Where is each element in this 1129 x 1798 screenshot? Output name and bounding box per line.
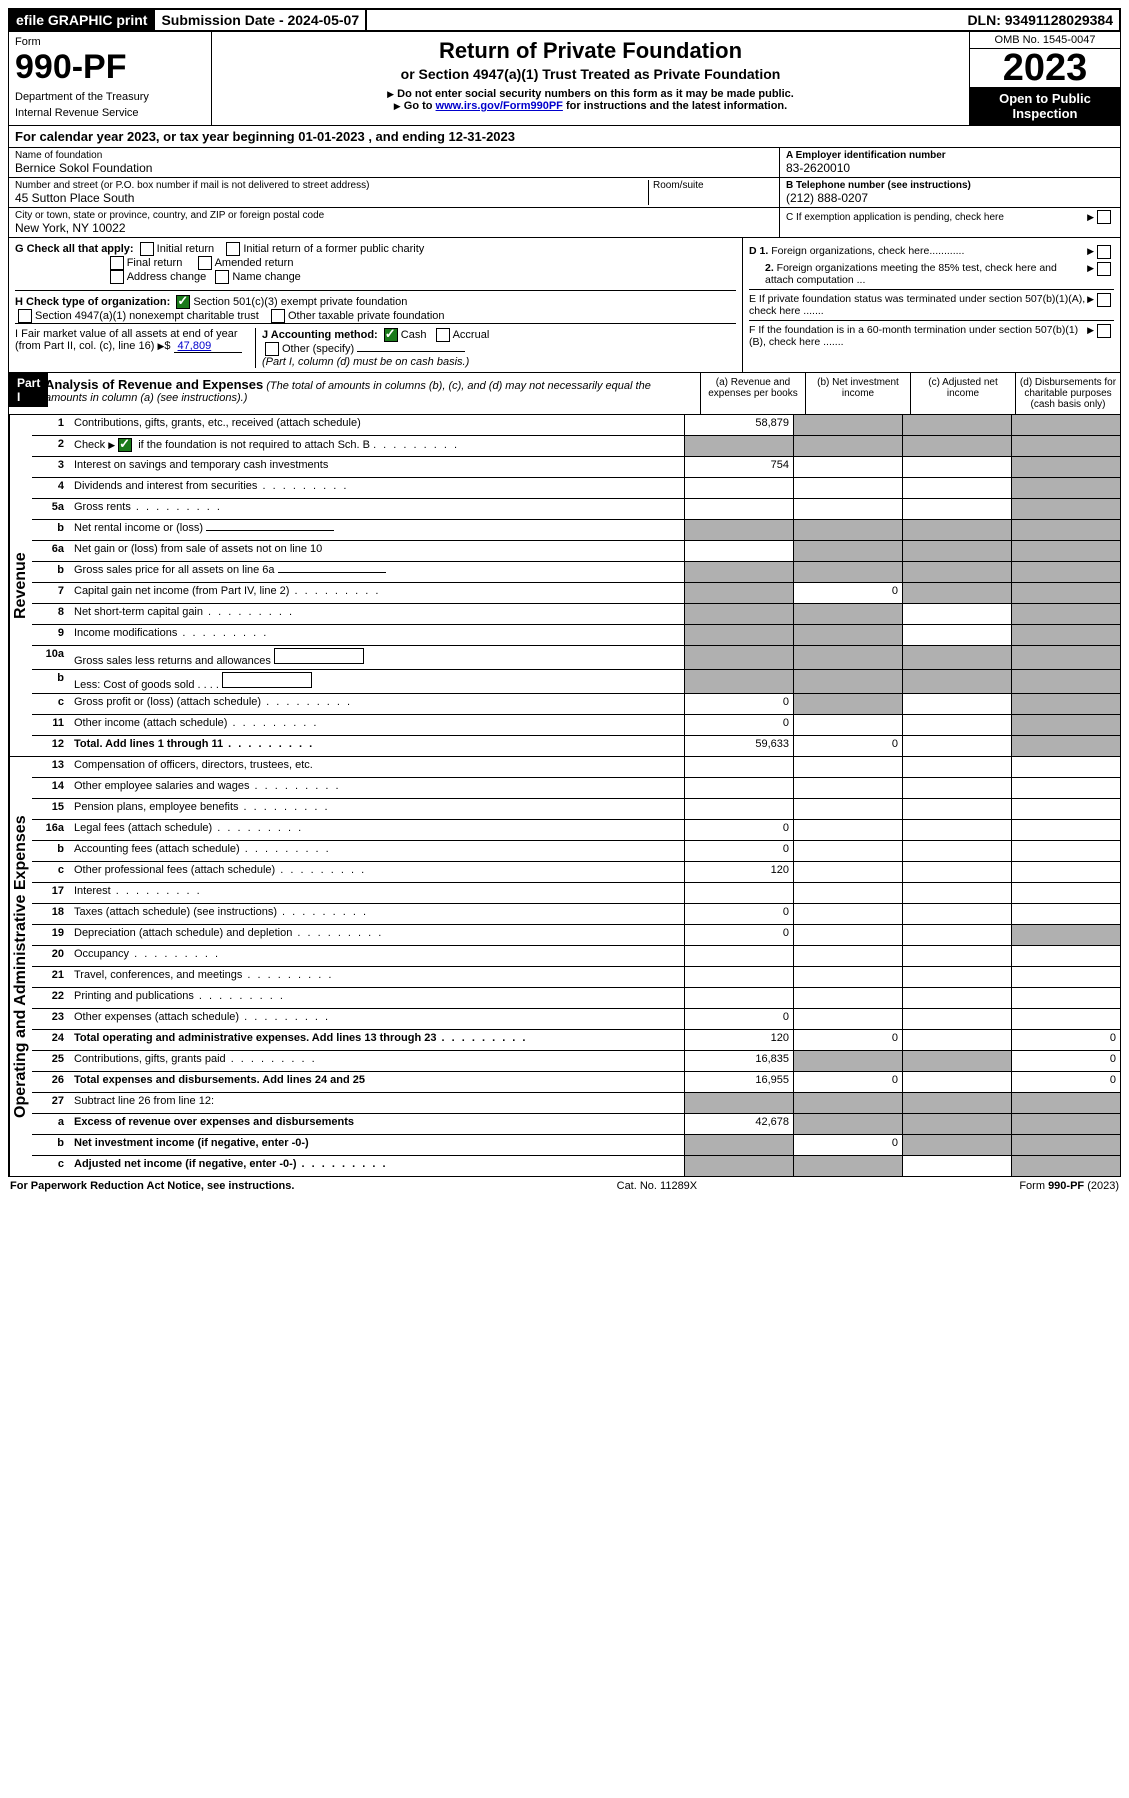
calendar-year: For calendar year 2023, or tax year begi… <box>8 126 1121 148</box>
line3-a: 754 <box>684 457 793 477</box>
form-label: Form <box>15 36 205 48</box>
foundation-name: Bernice Sokol Foundation <box>15 161 773 175</box>
col-b-header: (b) Net investment income <box>805 373 910 414</box>
efile-label: efile GRAPHIC print <box>10 10 155 30</box>
line26-a: 16,955 <box>684 1072 793 1092</box>
footer-right: Form 990-PF (2023) <box>1019 1180 1119 1192</box>
checkbox-f[interactable] <box>1097 324 1111 338</box>
line12-a: 59,633 <box>684 736 793 756</box>
expenses-section: Operating and Administrative Expenses 13… <box>8 757 1121 1177</box>
telephone: (212) 888-0207 <box>786 191 1114 205</box>
checkbox-d1[interactable] <box>1097 245 1111 259</box>
checkbox-4947[interactable] <box>18 309 32 323</box>
dln: DLN: 93491128029384 <box>961 10 1119 30</box>
form-subtitle: or Section 4947(a)(1) Trust Treated as P… <box>218 66 963 82</box>
line25-a: 16,835 <box>684 1051 793 1071</box>
irs-link[interactable]: www.irs.gov/Form990PF <box>436 100 563 112</box>
checkbox-e[interactable] <box>1097 293 1111 307</box>
checkbox-amended[interactable] <box>198 256 212 270</box>
note1: Do not enter social security numbers on … <box>397 88 794 100</box>
checkbox-name-change[interactable] <box>215 270 229 284</box>
open-public: Open to Public Inspection <box>970 87 1120 125</box>
city-state-zip: New York, NY 10022 <box>15 221 773 235</box>
tax-year: 2023 <box>970 49 1120 87</box>
line1-a: 58,879 <box>684 415 793 435</box>
revenue-label: Revenue <box>9 415 32 756</box>
footer-left: For Paperwork Reduction Act Notice, see … <box>10 1180 294 1192</box>
part1-header: Part I Analysis of Revenue and Expenses … <box>8 373 1121 415</box>
form-number: 990-PF <box>15 48 205 87</box>
entity-info: Name of foundation Bernice Sokol Foundat… <box>8 148 1121 238</box>
fmv-value[interactable]: 47,809 <box>174 340 242 353</box>
col-c-header: (c) Adjusted net income <box>910 373 1015 414</box>
line27a-a: 42,678 <box>684 1114 793 1134</box>
expenses-label: Operating and Administrative Expenses <box>9 757 32 1176</box>
checkbox-c[interactable] <box>1097 210 1111 224</box>
checkbox-other-taxable[interactable] <box>271 309 285 323</box>
checkbox-addr-change[interactable] <box>110 270 124 284</box>
line7-b: 0 <box>793 583 902 603</box>
form-header: Form 990-PF Department of the Treasury I… <box>8 32 1121 126</box>
cat-no: Cat. No. 11289X <box>294 1180 1019 1192</box>
form-title: Return of Private Foundation <box>218 38 963 64</box>
checkbox-final[interactable] <box>110 256 124 270</box>
page-footer: For Paperwork Reduction Act Notice, see … <box>8 1177 1121 1195</box>
col-a-header: (a) Revenue and expenses per books <box>700 373 805 414</box>
ein: 83-2620010 <box>786 161 1114 175</box>
checkbox-d2[interactable] <box>1097 262 1111 276</box>
street-address: 45 Sutton Place South <box>15 191 648 205</box>
top-bar: efile GRAPHIC print Submission Date - 20… <box>8 8 1121 32</box>
checkbox-initial-former[interactable] <box>226 242 240 256</box>
checkbox-initial[interactable] <box>140 242 154 256</box>
checkbox-schb[interactable] <box>118 438 132 452</box>
checkbox-cash[interactable] <box>384 328 398 342</box>
dept: Department of the Treasury <box>15 91 205 103</box>
checkbox-501c3[interactable] <box>176 295 190 309</box>
line24-a: 120 <box>684 1030 793 1050</box>
line16c-a: 120 <box>684 862 793 882</box>
checkbox-accrual[interactable] <box>436 328 450 342</box>
revenue-section: Revenue 1Contributions, gifts, grants, e… <box>8 415 1121 757</box>
col-d-header: (d) Disbursements for charitable purpose… <box>1015 373 1120 414</box>
checkboxes-section: G Check all that apply: Initial return I… <box>8 238 1121 373</box>
submission-date: Submission Date - 2024-05-07 <box>155 10 367 30</box>
irs: Internal Revenue Service <box>15 107 205 119</box>
checkbox-other-method[interactable] <box>265 342 279 356</box>
